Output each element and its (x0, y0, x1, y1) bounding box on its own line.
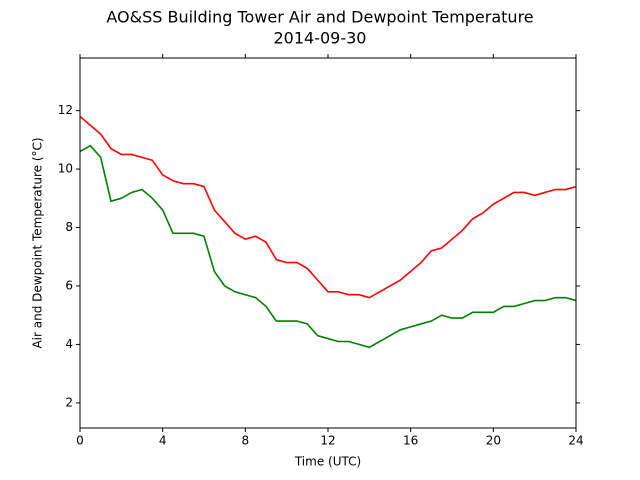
data-line (79, 144, 577, 349)
y-tick-label: 10 (58, 162, 73, 176)
chart-title: AO&SS Building Tower Air and Dewpoint Te… (106, 8, 533, 27)
x-tick-label: 12 (320, 434, 335, 448)
y-tick-label: 6 (65, 278, 73, 292)
chart-subtitle: 2014-09-30 (274, 29, 367, 48)
x-tick-label: 16 (403, 434, 418, 448)
x-axis-label: Time (UTC) (294, 455, 361, 469)
y-tick-label: 4 (65, 337, 73, 351)
x-tick-label: 0 (76, 434, 84, 448)
x-tick-label: 20 (486, 434, 501, 448)
x-tick-label: 24 (568, 434, 583, 448)
data-line (79, 115, 577, 299)
y-axis-label: Air and Dewpoint Temperature (°C) (31, 137, 45, 348)
y-tick-label: 8 (65, 220, 73, 234)
x-tick-label: 8 (242, 434, 250, 448)
plot-frame (79, 57, 577, 429)
y-tick-label: 2 (65, 395, 73, 409)
y-tick-label: 12 (58, 103, 73, 117)
x-tick-label: 4 (159, 434, 167, 448)
